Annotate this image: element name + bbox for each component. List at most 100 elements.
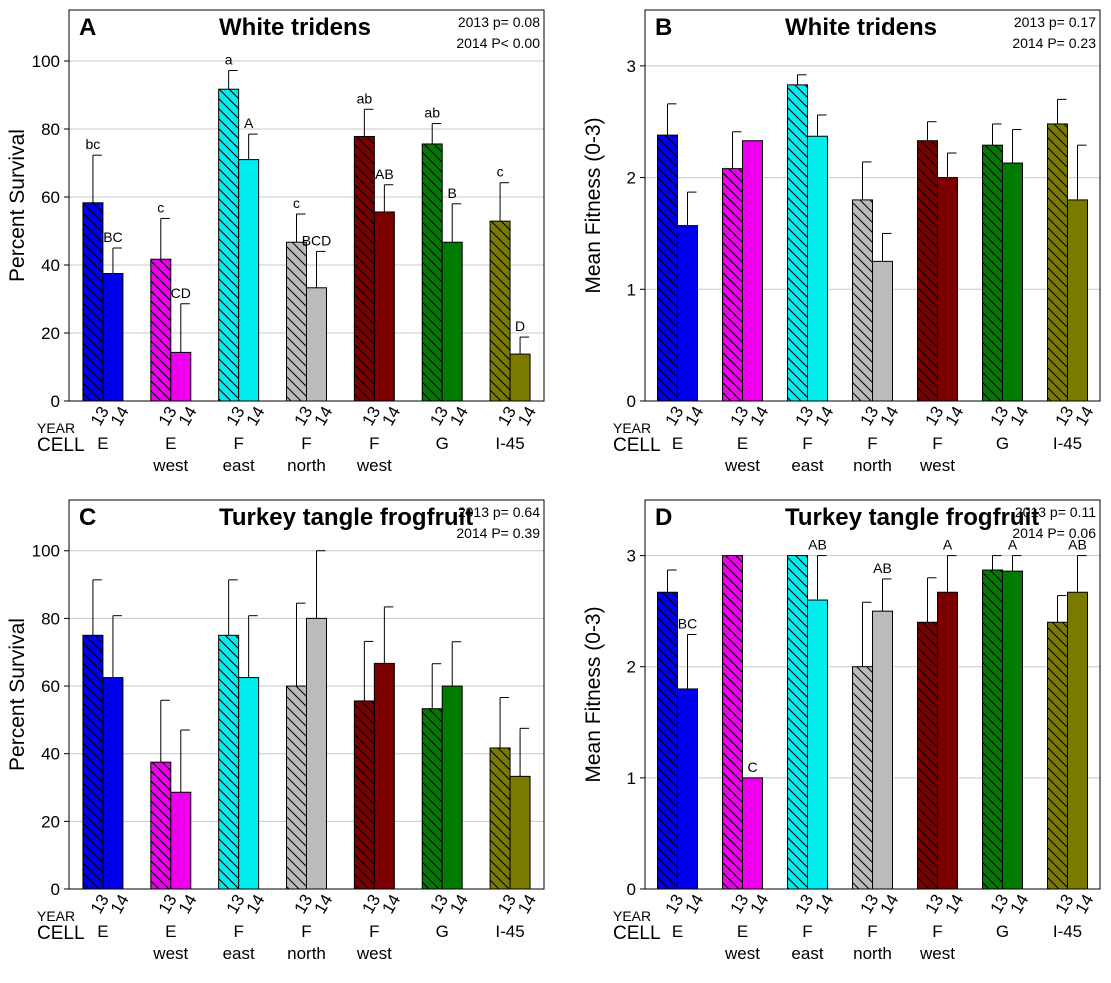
year-tick-label: 14 [1007, 891, 1033, 917]
cell-row-label: CELL [613, 923, 661, 944]
bar-hatch [787, 555, 808, 889]
panel-b: 0 1 2 3 Mean Fitness (0-3) B White tridens 2013… [582, 9, 1101, 475]
panel-a: 0 20 40 60 80 100 Percent Survival A White tride… [6, 9, 545, 475]
cell-label: west [152, 456, 188, 475]
cell-label: east [791, 456, 823, 475]
year-tick-label: 14 [378, 891, 404, 917]
y-tick-label: 100 [32, 52, 60, 71]
sig-letter: AB [375, 166, 394, 182]
bar [306, 617, 327, 890]
bar [807, 135, 828, 402]
y-tick-label: 40 [41, 745, 60, 764]
panel-c: 0 20 40 60 80 100 Percent Survival C Turkey tang… [6, 499, 545, 963]
bar-hatch [982, 570, 1003, 889]
year-tick-label: 14 [682, 403, 708, 429]
year-tick-label: 14 [747, 891, 773, 917]
year-tick-label: 14 [107, 891, 133, 917]
cell-label: F [867, 922, 877, 941]
y-tick-label: 40 [41, 256, 60, 275]
cell-label: I-45 [495, 434, 524, 453]
y-tick-label: 0 [627, 392, 636, 411]
bar [238, 677, 260, 890]
year-tick-label: 14 [877, 891, 903, 917]
bar-hatch [490, 747, 511, 889]
cell-label: F [369, 922, 379, 941]
cell-label: west [724, 944, 760, 963]
bar [1067, 591, 1088, 890]
sig-letter: AB [808, 537, 827, 553]
bar-hatch [1047, 622, 1068, 889]
cell-label: north [287, 456, 326, 475]
bar-hatch [150, 259, 171, 401]
bar-hatch [657, 592, 678, 889]
sig-letter: c [497, 164, 504, 180]
y-tick-label: 100 [32, 542, 60, 561]
y-tick-label: 0 [627, 880, 636, 899]
bar [742, 777, 763, 890]
cell-row-label: CELL [613, 435, 661, 456]
sig-letter: AB [1068, 537, 1087, 553]
cell-label: F [932, 434, 942, 453]
bar [509, 353, 531, 402]
cell-label: E [165, 922, 176, 941]
sig-letter: C [747, 759, 757, 775]
bar [441, 241, 463, 402]
cell-label: west [919, 456, 955, 475]
bar-hatch [852, 666, 873, 889]
year-row-label: YEAR [613, 908, 651, 924]
sig-letter: A [244, 115, 254, 131]
stat-text: 2013 p= 0.11 [1015, 504, 1096, 520]
stat-text: 2013 p= 0.08 [458, 14, 540, 30]
stat-text: 2014 P= 0.23 [1012, 35, 1096, 51]
sig-letter: bc [86, 136, 101, 152]
cell-label: E [737, 434, 748, 453]
cell-label: G [436, 922, 449, 941]
bar [170, 351, 192, 402]
cell-label: west [356, 456, 392, 475]
cell-label: F [802, 922, 812, 941]
cell-label: F [233, 922, 243, 941]
cell-label: west [152, 944, 188, 963]
bar-hatch [852, 199, 873, 401]
sig-letter: ab [424, 105, 440, 121]
bar-hatch [917, 622, 938, 889]
stat-text: 2014 P= 0.39 [456, 525, 540, 541]
bar [1002, 570, 1023, 890]
y-tick-label: 2 [627, 658, 636, 677]
cell-label: east [223, 456, 255, 475]
cell-label: F [301, 922, 311, 941]
sig-letter: B [448, 185, 457, 201]
year-tick-label: 14 [311, 403, 337, 429]
year-tick-label: 14 [942, 891, 968, 917]
sig-letter: BC [678, 615, 697, 631]
bar-hatch [82, 202, 103, 401]
bar-hatch [722, 555, 743, 889]
bar-hatch [982, 145, 1003, 401]
cell-label: G [996, 434, 1009, 453]
cell-label: E [672, 922, 683, 941]
year-tick-label: 14 [514, 891, 540, 917]
year-tick-label: 14 [1072, 891, 1098, 917]
y-tick-label: 0 [51, 880, 60, 899]
bar-hatch [422, 143, 443, 401]
bar-hatch [286, 686, 307, 889]
bar [1002, 162, 1023, 402]
bar [102, 273, 124, 402]
year-tick-label: 14 [812, 403, 838, 429]
cell-label: F [369, 434, 379, 453]
cell-label: north [287, 944, 326, 963]
year-row-label: YEAR [37, 420, 75, 436]
sig-letter: a [225, 52, 233, 68]
panel-letter: A [79, 14, 96, 41]
panel-title: Turkey tangle frogfruit [785, 504, 1039, 531]
year-tick-label: 14 [378, 403, 404, 429]
y-tick-label: 0 [51, 392, 60, 411]
year-tick-label: 14 [243, 403, 269, 429]
year-tick-label: 14 [311, 891, 337, 917]
cell-label: west [724, 456, 760, 475]
panel-title: White tridens [219, 14, 371, 41]
year-row-label: YEAR [37, 908, 75, 924]
cell-label: west [356, 944, 392, 963]
